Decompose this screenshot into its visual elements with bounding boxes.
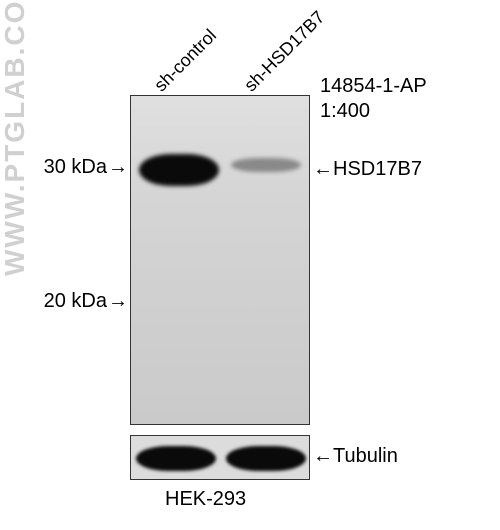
loading-control-label: Tubulin: [333, 445, 398, 468]
arrow-icon: →: [108, 156, 128, 179]
arrow-icon: →: [108, 290, 128, 313]
watermark-text: WWW.PTGLAB.COM: [0, 0, 31, 276]
band-lane2-tubulin: [226, 446, 306, 471]
sample-label: HEK-293: [165, 488, 246, 511]
arrow-icon: ←: [313, 445, 333, 468]
mw-marker-20-label: 20 kDa: [22, 290, 107, 313]
lane-1-label: sh-control: [150, 25, 221, 96]
western-blot-figure: WWW.PTGLAB.COM sh-control sh-HSD17B7 30 …: [0, 0, 500, 530]
target-protein-label: HSD17B7: [333, 158, 422, 181]
antibody-catalog-label: 14854-1-AP: [320, 75, 427, 98]
mw-marker-30-label: 30 kDa: [22, 156, 107, 179]
arrow-icon: ←: [313, 158, 333, 181]
tubulin-blot-membrane: [130, 435, 310, 480]
band-lane2-hsd17b7: [231, 158, 301, 172]
band-lane1-hsd17b7: [139, 154, 219, 186]
band-lane1-tubulin: [136, 446, 216, 471]
lane-2-label: sh-HSD17B7: [240, 7, 329, 96]
main-blot-membrane: [130, 95, 310, 425]
antibody-dilution-label: 1:400: [320, 100, 370, 123]
